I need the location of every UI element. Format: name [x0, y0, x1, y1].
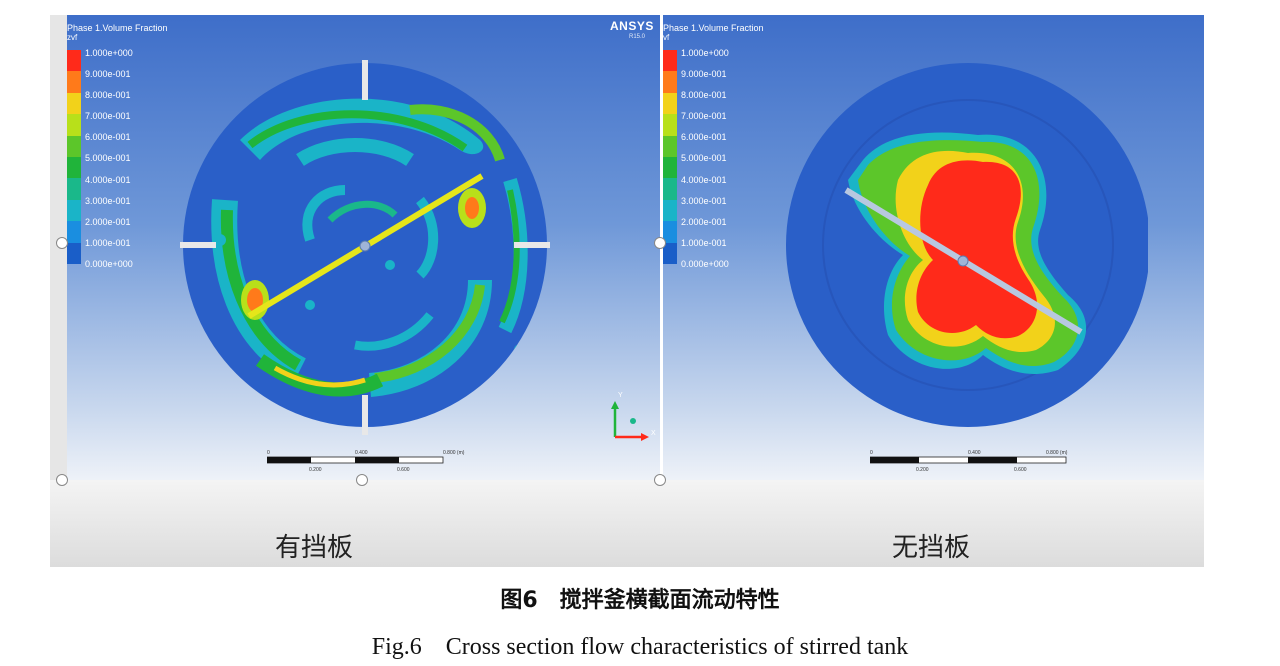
legend-swatch — [663, 199, 677, 222]
scale-label: 0.600 — [1014, 467, 1027, 473]
legend-label: 7.000e-001 — [681, 111, 727, 122]
resize-handle[interactable] — [56, 237, 68, 249]
scale-label: 0.800 (m) — [1046, 450, 1068, 456]
axis-triad: Y X — [611, 392, 656, 441]
axis-x-label: X — [651, 430, 656, 437]
scale-label: 0.400 — [968, 450, 981, 456]
legend-label: 0.000e+000 — [681, 258, 729, 269]
baffle-bottom — [362, 395, 368, 435]
legend-swatch — [67, 135, 81, 157]
right-contour-plot — [786, 63, 1148, 427]
baffle-left — [180, 242, 216, 248]
legend-title: Phase 1.Volume Fraction — [67, 23, 168, 33]
legend-swatch — [663, 135, 677, 157]
left-panel-baffled: Phase 1.Volume Fraction zvf 1.000e+000 9… — [67, 15, 660, 480]
right-scale-bar: 0 0.400 0.800 (m) 0.200 0.600 — [870, 450, 1068, 473]
legend-labels: 1.000e+000 9.000e-001 8.000e-001 7.000e-… — [85, 47, 175, 279]
caption-band — [50, 480, 1204, 567]
figure: Phase 1.Volume Fraction zvf 1.000e+000 9… — [50, 15, 1204, 567]
legend-swatch — [67, 178, 81, 200]
scale-label: 0 — [870, 450, 873, 456]
resize-handle[interactable] — [356, 474, 368, 486]
legend-labels: 1.000e+000 9.000e-001 8.000e-001 7.000e-… — [681, 47, 771, 279]
legend-label: 9.000e-001 — [681, 69, 727, 80]
right-panel-unbaffled: Phase 1.Volume Fraction vf 1.000e+000 9.… — [663, 15, 1204, 480]
resize-handle[interactable] — [654, 237, 666, 249]
legend-label: 6.000e-001 — [85, 132, 131, 143]
legend-variable: vf — [663, 33, 670, 42]
left-contours — [211, 98, 528, 397]
legend-color-bar — [663, 50, 677, 264]
axis-y-label: Y — [618, 392, 623, 399]
legend-label: 1.000e+000 — [681, 48, 729, 58]
legend-swatch — [663, 221, 677, 243]
baffle-right — [514, 242, 550, 248]
impeller-hub — [957, 255, 969, 267]
legend-swatch — [663, 242, 677, 264]
legend-swatch — [663, 71, 677, 93]
legend-label: 3.000e-001 — [85, 195, 131, 206]
legend-label: 8.000e-001 — [85, 90, 131, 101]
legend-title: Phase 1.Volume Fraction — [663, 23, 764, 33]
left-contour-plot — [180, 60, 550, 435]
legend-swatch — [67, 199, 81, 222]
figure-caption-english: Fig.6 Cross section flow characteristics… — [371, 634, 909, 660]
legend-swatch — [67, 114, 81, 136]
legend-variable: zvf — [67, 33, 78, 42]
legend-label: 4.000e-001 — [85, 174, 131, 185]
legend-label: 0.000e+000 — [85, 258, 133, 269]
legend-swatch — [663, 92, 677, 115]
z-axis-dot — [630, 418, 636, 424]
legend-label: 6.000e-001 — [681, 132, 727, 143]
legend-label: 1.000e-001 — [85, 237, 131, 248]
resize-handle[interactable] — [56, 474, 68, 486]
legend-swatch — [67, 242, 81, 264]
legend-swatch — [67, 92, 81, 115]
legend-swatch — [67, 156, 81, 179]
scale-label: 0 — [267, 450, 270, 456]
scale-label: 0.400 — [355, 450, 368, 456]
legend-label: 1.000e-001 — [681, 237, 727, 248]
legend-label: 2.000e-001 — [681, 216, 727, 227]
right-caption: 无挡板 — [892, 533, 971, 563]
ansys-logo: ANSYS — [610, 19, 654, 33]
legend-swatch — [663, 156, 677, 179]
resize-handle[interactable] — [654, 474, 666, 486]
legend-swatch — [67, 71, 81, 93]
legend-color-bar — [67, 50, 81, 264]
legend-swatch — [67, 50, 81, 72]
legend-label: 2.000e-001 — [85, 216, 131, 227]
impeller-hub — [359, 240, 371, 252]
figure-caption-chinese: 图6 搅拌釜横截面流动特性 — [500, 588, 780, 613]
legend-label: 7.000e-001 — [85, 111, 131, 122]
legend-label: 5.000e-001 — [85, 153, 131, 164]
legend-label: 3.000e-001 — [681, 195, 727, 206]
legend-label: 5.000e-001 — [681, 153, 727, 164]
right-contours — [848, 132, 1087, 375]
left-caption: 有挡板 — [275, 533, 354, 563]
ansys-version: R15.0 — [629, 34, 646, 40]
legend-swatch — [67, 221, 81, 243]
legend-label: 8.000e-001 — [681, 90, 727, 101]
scale-label: 0.600 — [397, 467, 410, 473]
baffle-top — [362, 60, 368, 100]
scale-label: 0.800 (m) — [443, 450, 465, 456]
legend-swatch — [663, 114, 677, 136]
legend-label: 9.000e-001 — [85, 69, 131, 80]
legend-swatch — [663, 178, 677, 200]
legend-label: 1.000e+000 — [85, 48, 133, 58]
scale-label: 0.200 — [916, 467, 929, 473]
scale-label: 0.200 — [309, 467, 322, 473]
left-scale-bar: 0 0.400 0.800 (m) 0.200 0.600 — [267, 450, 465, 473]
legend-label: 4.000e-001 — [681, 174, 727, 185]
legend-swatch — [663, 50, 677, 72]
